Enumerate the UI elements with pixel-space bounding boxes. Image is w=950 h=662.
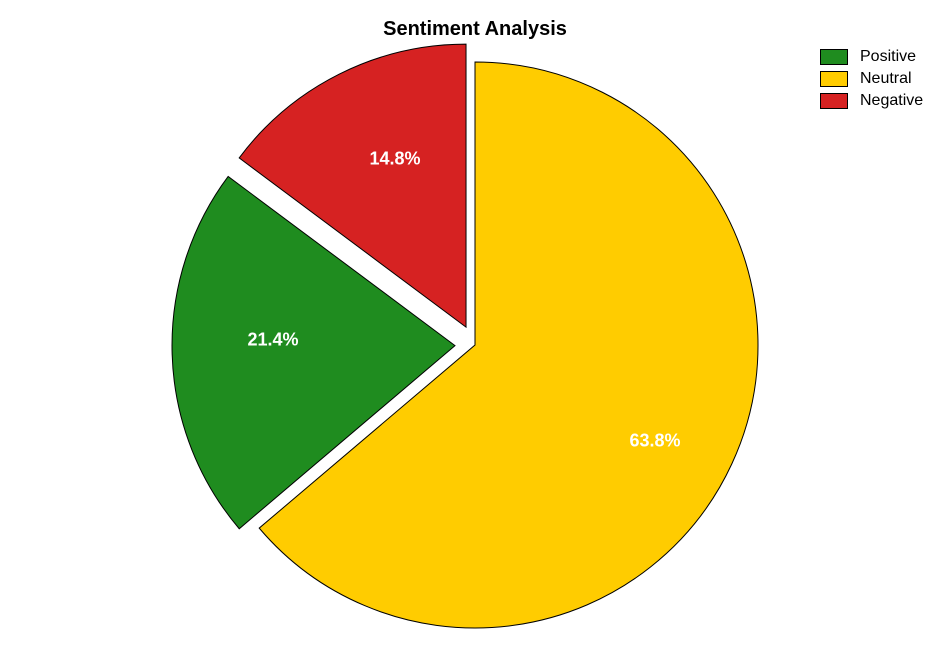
legend-swatch-neutral (820, 71, 848, 87)
legend-item-positive: Positive (820, 48, 923, 66)
slice-label-negative: 14.8% (369, 149, 420, 170)
legend-label-negative: Negative (860, 92, 923, 110)
legend-label-positive: Positive (860, 48, 916, 66)
legend-swatch-negative (820, 93, 848, 109)
slice-label-positive: 21.4% (247, 330, 298, 351)
legend-swatch-positive (820, 49, 848, 65)
slice-label-neutral: 63.8% (629, 431, 680, 452)
legend: Positive Neutral Negative (820, 48, 923, 114)
legend-label-neutral: Neutral (860, 70, 912, 88)
legend-item-negative: Negative (820, 92, 923, 110)
legend-item-neutral: Neutral (820, 70, 923, 88)
pie-chart (0, 0, 950, 662)
